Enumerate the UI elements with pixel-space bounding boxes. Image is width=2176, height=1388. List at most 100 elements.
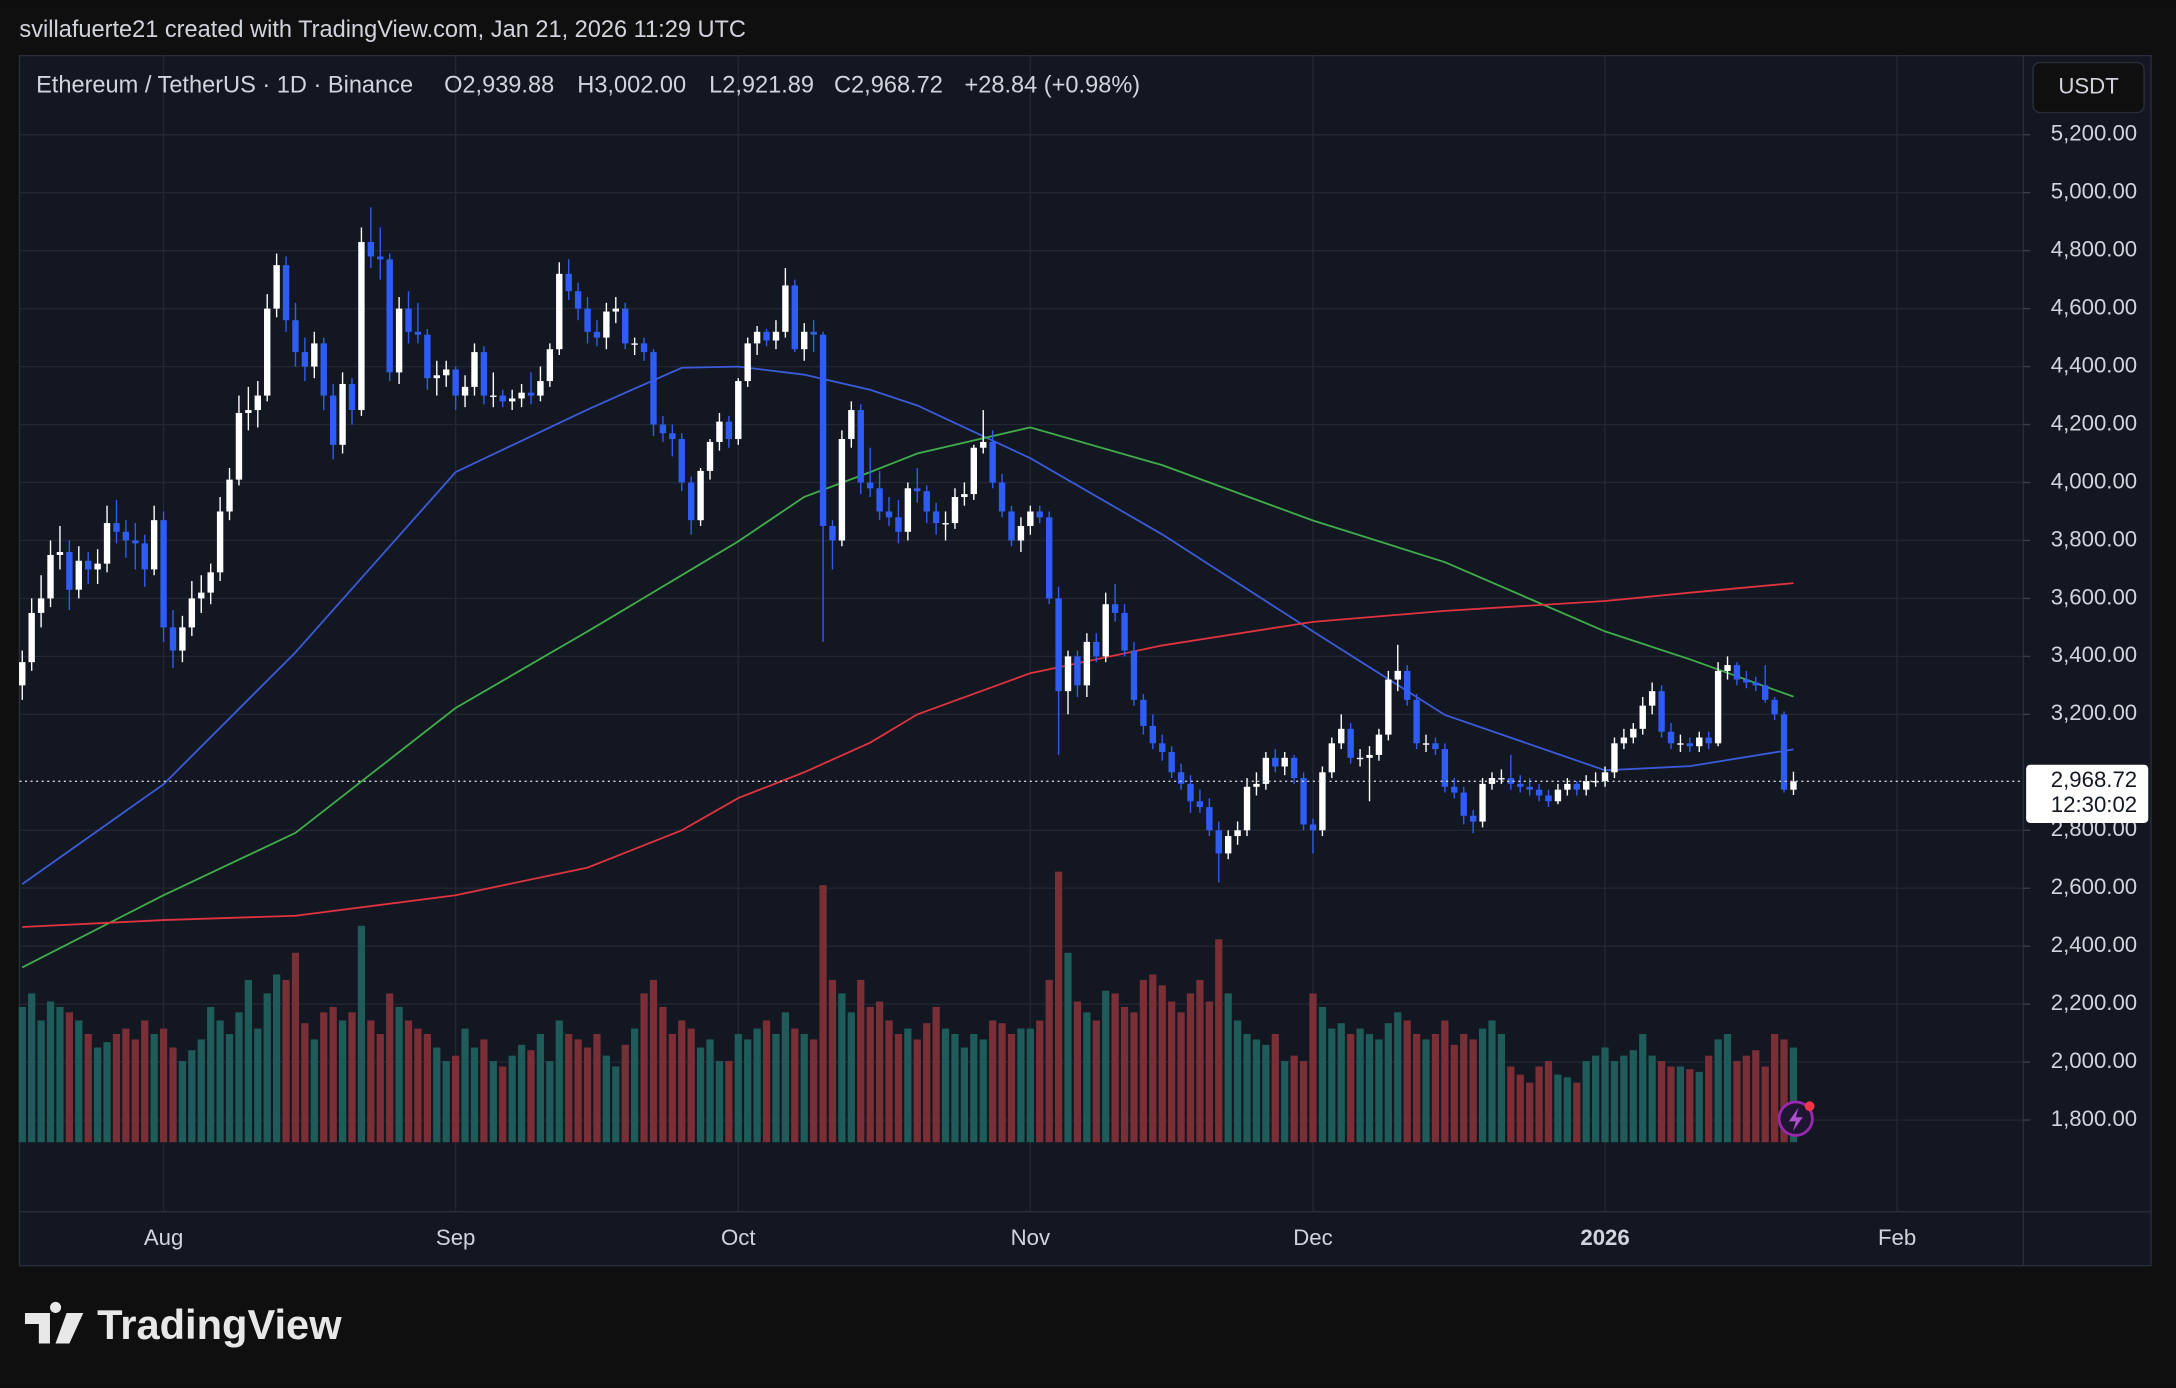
candle-body [1517, 783, 1524, 787]
volume-bar [913, 1039, 921, 1143]
volume-bar [1243, 1034, 1251, 1143]
volume-bar [1601, 1047, 1609, 1143]
volume-bar [112, 1034, 121, 1143]
volume-bar [386, 993, 394, 1143]
volume-bar [1469, 1039, 1477, 1143]
volume-bar [696, 1047, 705, 1143]
volume-bar [1422, 1039, 1430, 1143]
volume-bar [960, 1047, 968, 1143]
y-tick-label: 4,200.00 [2051, 410, 2137, 435]
volume-bar [1318, 1006, 1327, 1143]
candle-body [527, 392, 535, 396]
volume-bar [894, 1034, 903, 1143]
candle-body [339, 383, 346, 445]
volume-bar [1196, 979, 1204, 1143]
x-tick-label: Oct [721, 1225, 756, 1250]
alert-icon[interactable] [1777, 1100, 1815, 1137]
candle-body [207, 572, 214, 593]
volume-bar [461, 1028, 469, 1143]
volume-bar [37, 1020, 45, 1143]
y-tick-label: 3,800.00 [2051, 526, 2137, 551]
volume-bar [1271, 1034, 1279, 1143]
volume-bar [150, 1034, 158, 1143]
candle-body [1479, 783, 1486, 822]
volume-bar [178, 1061, 187, 1143]
y-tick-label: 2,000.00 [2051, 1048, 2137, 1073]
volume-bar [847, 1012, 855, 1143]
candle-body [810, 331, 817, 335]
volume-bar [923, 1023, 931, 1143]
volume-bar [1582, 1061, 1590, 1143]
candle-body [716, 421, 723, 442]
symbol-title: Ethereum / TetherUS · 1D · Binance [36, 71, 413, 97]
volume-bar [1102, 990, 1110, 1143]
currency[interactable]: USDT [2058, 73, 2119, 98]
candle-body [141, 543, 148, 570]
volume-bar [1394, 1012, 1402, 1143]
y-tick-label: 5,000.00 [2051, 179, 2137, 204]
currency-box[interactable] [2032, 61, 2145, 114]
volume-bar [1365, 1034, 1374, 1143]
candle-body [895, 517, 902, 532]
volume-bar [1299, 1061, 1308, 1143]
candle-body [593, 331, 601, 338]
candle-body [424, 334, 431, 379]
candle-body [188, 598, 196, 628]
volume-bar [244, 979, 252, 1143]
candle-body [1573, 783, 1580, 790]
volume-bar [791, 1028, 799, 1143]
candle-body [565, 273, 572, 292]
volume-bar [1526, 1082, 1534, 1143]
candle-body [603, 311, 610, 338]
volume-bar [1007, 1034, 1016, 1143]
x-tick-label: 2026 [1580, 1225, 1629, 1250]
volume-bar [649, 979, 658, 1143]
candle-body [612, 308, 619, 312]
candle-body [85, 560, 92, 570]
candle-body [113, 523, 120, 532]
volume-bar [1714, 1039, 1722, 1143]
volume-bar [734, 1034, 742, 1143]
candle-body [1262, 757, 1270, 784]
volume-bar [1149, 974, 1157, 1143]
volume-bar [1752, 1050, 1760, 1143]
volume-bar [1186, 993, 1195, 1143]
candle-body [1300, 778, 1307, 825]
candle-body [989, 441, 996, 483]
volume-bar [1478, 1028, 1487, 1143]
volume-bar [376, 1034, 384, 1143]
volume-bar [489, 1061, 497, 1143]
candle-body [980, 441, 987, 448]
candle-body [179, 627, 186, 651]
candle-body [876, 488, 883, 512]
volume-bar [1780, 1039, 1788, 1143]
candle-body [1498, 778, 1505, 780]
candle-body [1196, 801, 1204, 808]
candle-body [1705, 737, 1712, 744]
volume-bar [640, 993, 648, 1143]
volume-bar [810, 1039, 818, 1143]
volume-bar [141, 1020, 149, 1143]
candle-body [1008, 511, 1015, 541]
volume-bar [744, 1039, 752, 1143]
volume-bar [1026, 1028, 1034, 1143]
candle-body [857, 410, 864, 483]
volume-bar [998, 1023, 1006, 1143]
candle-body [885, 511, 893, 518]
candle-body [103, 523, 111, 564]
candle-body [1432, 743, 1439, 750]
candle-body [1771, 699, 1778, 715]
volume-bar [1337, 1023, 1345, 1143]
volume-bar [282, 979, 290, 1143]
volume-bar [1064, 952, 1072, 1143]
y-tick-label: 2,400.00 [2051, 932, 2137, 957]
candle-body [782, 285, 789, 332]
y-tick-label: 5,200.00 [2051, 121, 2137, 146]
candle-body [443, 369, 450, 376]
volume-bar [301, 1023, 309, 1143]
candle-body [320, 343, 327, 396]
candle-body [358, 241, 365, 411]
candle-body [1564, 783, 1571, 790]
candle-body [584, 308, 591, 332]
